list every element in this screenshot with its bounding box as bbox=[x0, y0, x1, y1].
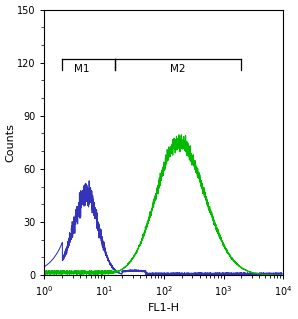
Y-axis label: Counts: Counts bbox=[6, 123, 15, 162]
Text: M2: M2 bbox=[170, 64, 186, 74]
X-axis label: FL1-H: FL1-H bbox=[148, 303, 180, 314]
Text: M1: M1 bbox=[74, 64, 89, 74]
